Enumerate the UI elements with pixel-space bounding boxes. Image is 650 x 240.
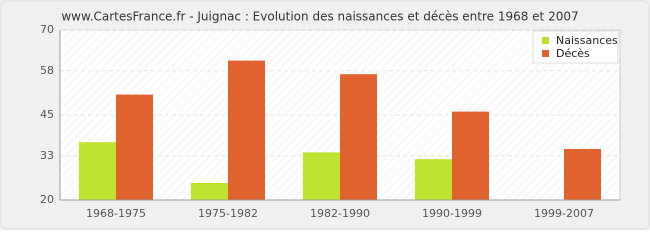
chart: www.CartesFrance.fr - Juignac : Evolutio… (0, 0, 650, 230)
bar (303, 152, 340, 200)
legend-swatch (542, 37, 549, 44)
legend-label: Décès (556, 47, 590, 60)
chart-title: www.CartesFrance.fr - Juignac : Evolutio… (61, 10, 578, 24)
x-tick-label: 1968-1975 (86, 207, 146, 220)
bar (191, 183, 228, 200)
bar (564, 149, 601, 200)
x-tick-label: 1999-2007 (534, 207, 594, 220)
y-tick-label: 33 (40, 149, 54, 162)
bar (116, 94, 153, 200)
legend-box (532, 30, 619, 64)
frame (0, 0, 650, 230)
legend (532, 30, 619, 64)
y-tick-label: 45 (40, 108, 54, 121)
legend-label: Naissances (556, 34, 618, 47)
bar (452, 111, 489, 200)
y-tick-label: 20 (40, 193, 54, 206)
bar (340, 74, 377, 200)
bar (228, 60, 265, 200)
y-tick-label: 70 (40, 23, 54, 36)
x-tick-label: 1982-1990 (310, 207, 370, 220)
y-tick-label: 58 (40, 64, 54, 77)
bar (79, 142, 116, 200)
x-tick-label: 1990-1999 (422, 207, 482, 220)
bar (415, 159, 452, 200)
legend-swatch (542, 50, 549, 57)
x-tick-label: 1975-1982 (198, 207, 258, 220)
